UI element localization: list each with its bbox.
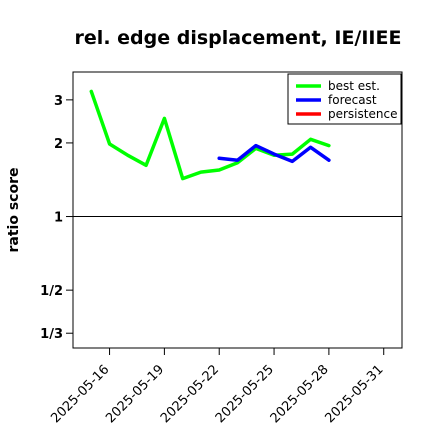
y-tick-label: 1/3 xyxy=(40,327,63,342)
x-tick-label: 2025-05-28 xyxy=(268,362,332,426)
legend-label: persistence xyxy=(328,107,397,121)
series-line-best-est- xyxy=(89,89,331,181)
y-axis-label: ratio score xyxy=(6,168,22,253)
plot-frame xyxy=(72,71,403,349)
series-line-forecast xyxy=(217,143,331,164)
y-tick-label: 3 xyxy=(54,94,63,109)
chart-title: rel. edge displacement, IE/IIEE xyxy=(75,27,402,49)
y-tick-label: 1 xyxy=(54,211,63,226)
legend-label: best est. xyxy=(328,79,380,93)
legend-label: forecast xyxy=(328,93,377,107)
x-tick-label: 2025-05-31 xyxy=(323,362,387,426)
y-tick-label: 2 xyxy=(54,137,63,152)
x-tick-label: 2025-05-19 xyxy=(103,362,167,426)
y-tick-label: 1/2 xyxy=(40,284,63,299)
